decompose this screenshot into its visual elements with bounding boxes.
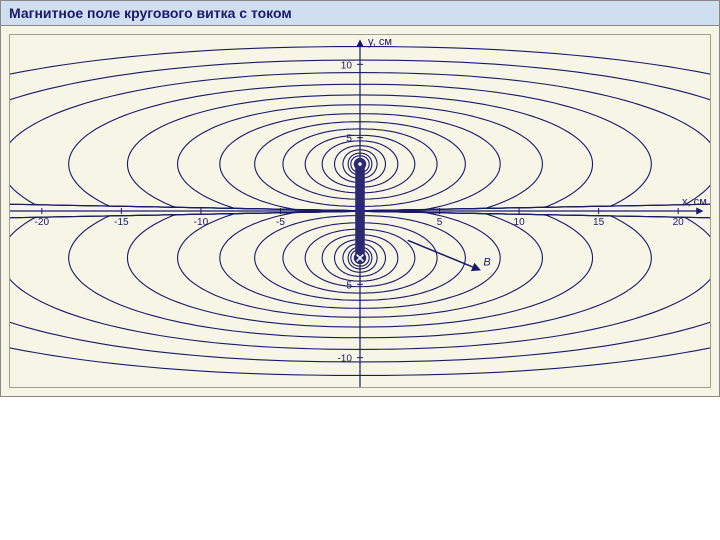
- svg-text:20: 20: [673, 217, 685, 228]
- svg-text:-20: -20: [35, 217, 50, 228]
- svg-text:-15: -15: [114, 217, 129, 228]
- svg-text:15: 15: [593, 217, 605, 228]
- svg-text:B: B: [483, 257, 490, 269]
- svg-text:-10: -10: [194, 217, 209, 228]
- svg-text:y, см: y, см: [368, 36, 392, 48]
- svg-text:10: 10: [513, 217, 525, 228]
- title-text: Магнитное поле кругового витка с током: [9, 5, 292, 21]
- svg-text:5: 5: [346, 134, 352, 145]
- svg-text:x, см: x, см: [682, 196, 707, 208]
- svg-text:-5: -5: [276, 217, 285, 228]
- svg-text:10: 10: [341, 60, 353, 71]
- title-bar: Магнитное поле кругового витка с током: [1, 1, 719, 26]
- svg-text:-10: -10: [337, 354, 352, 365]
- diagram-frame: Магнитное поле кругового витка с током -…: [0, 0, 720, 397]
- plot-container: -20 -15 -10 -5 5 10 15 20 -10 -5 5 10 x, см y, см B: [1, 26, 719, 396]
- svg-text:-5: -5: [343, 280, 352, 291]
- svg-text:5: 5: [437, 217, 443, 228]
- field-plot: -20 -15 -10 -5 5 10 15 20 -10 -5 5 10 x, см y, см B: [9, 34, 711, 388]
